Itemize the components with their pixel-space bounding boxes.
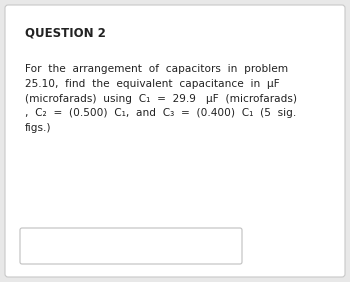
Text: For  the  arrangement  of  capacitors  in  problem
25.10,  find  the  equivalent: For the arrangement of capacitors in pro…: [25, 64, 297, 133]
Text: QUESTION 2: QUESTION 2: [25, 27, 106, 40]
FancyBboxPatch shape: [20, 228, 242, 264]
FancyBboxPatch shape: [5, 5, 345, 277]
